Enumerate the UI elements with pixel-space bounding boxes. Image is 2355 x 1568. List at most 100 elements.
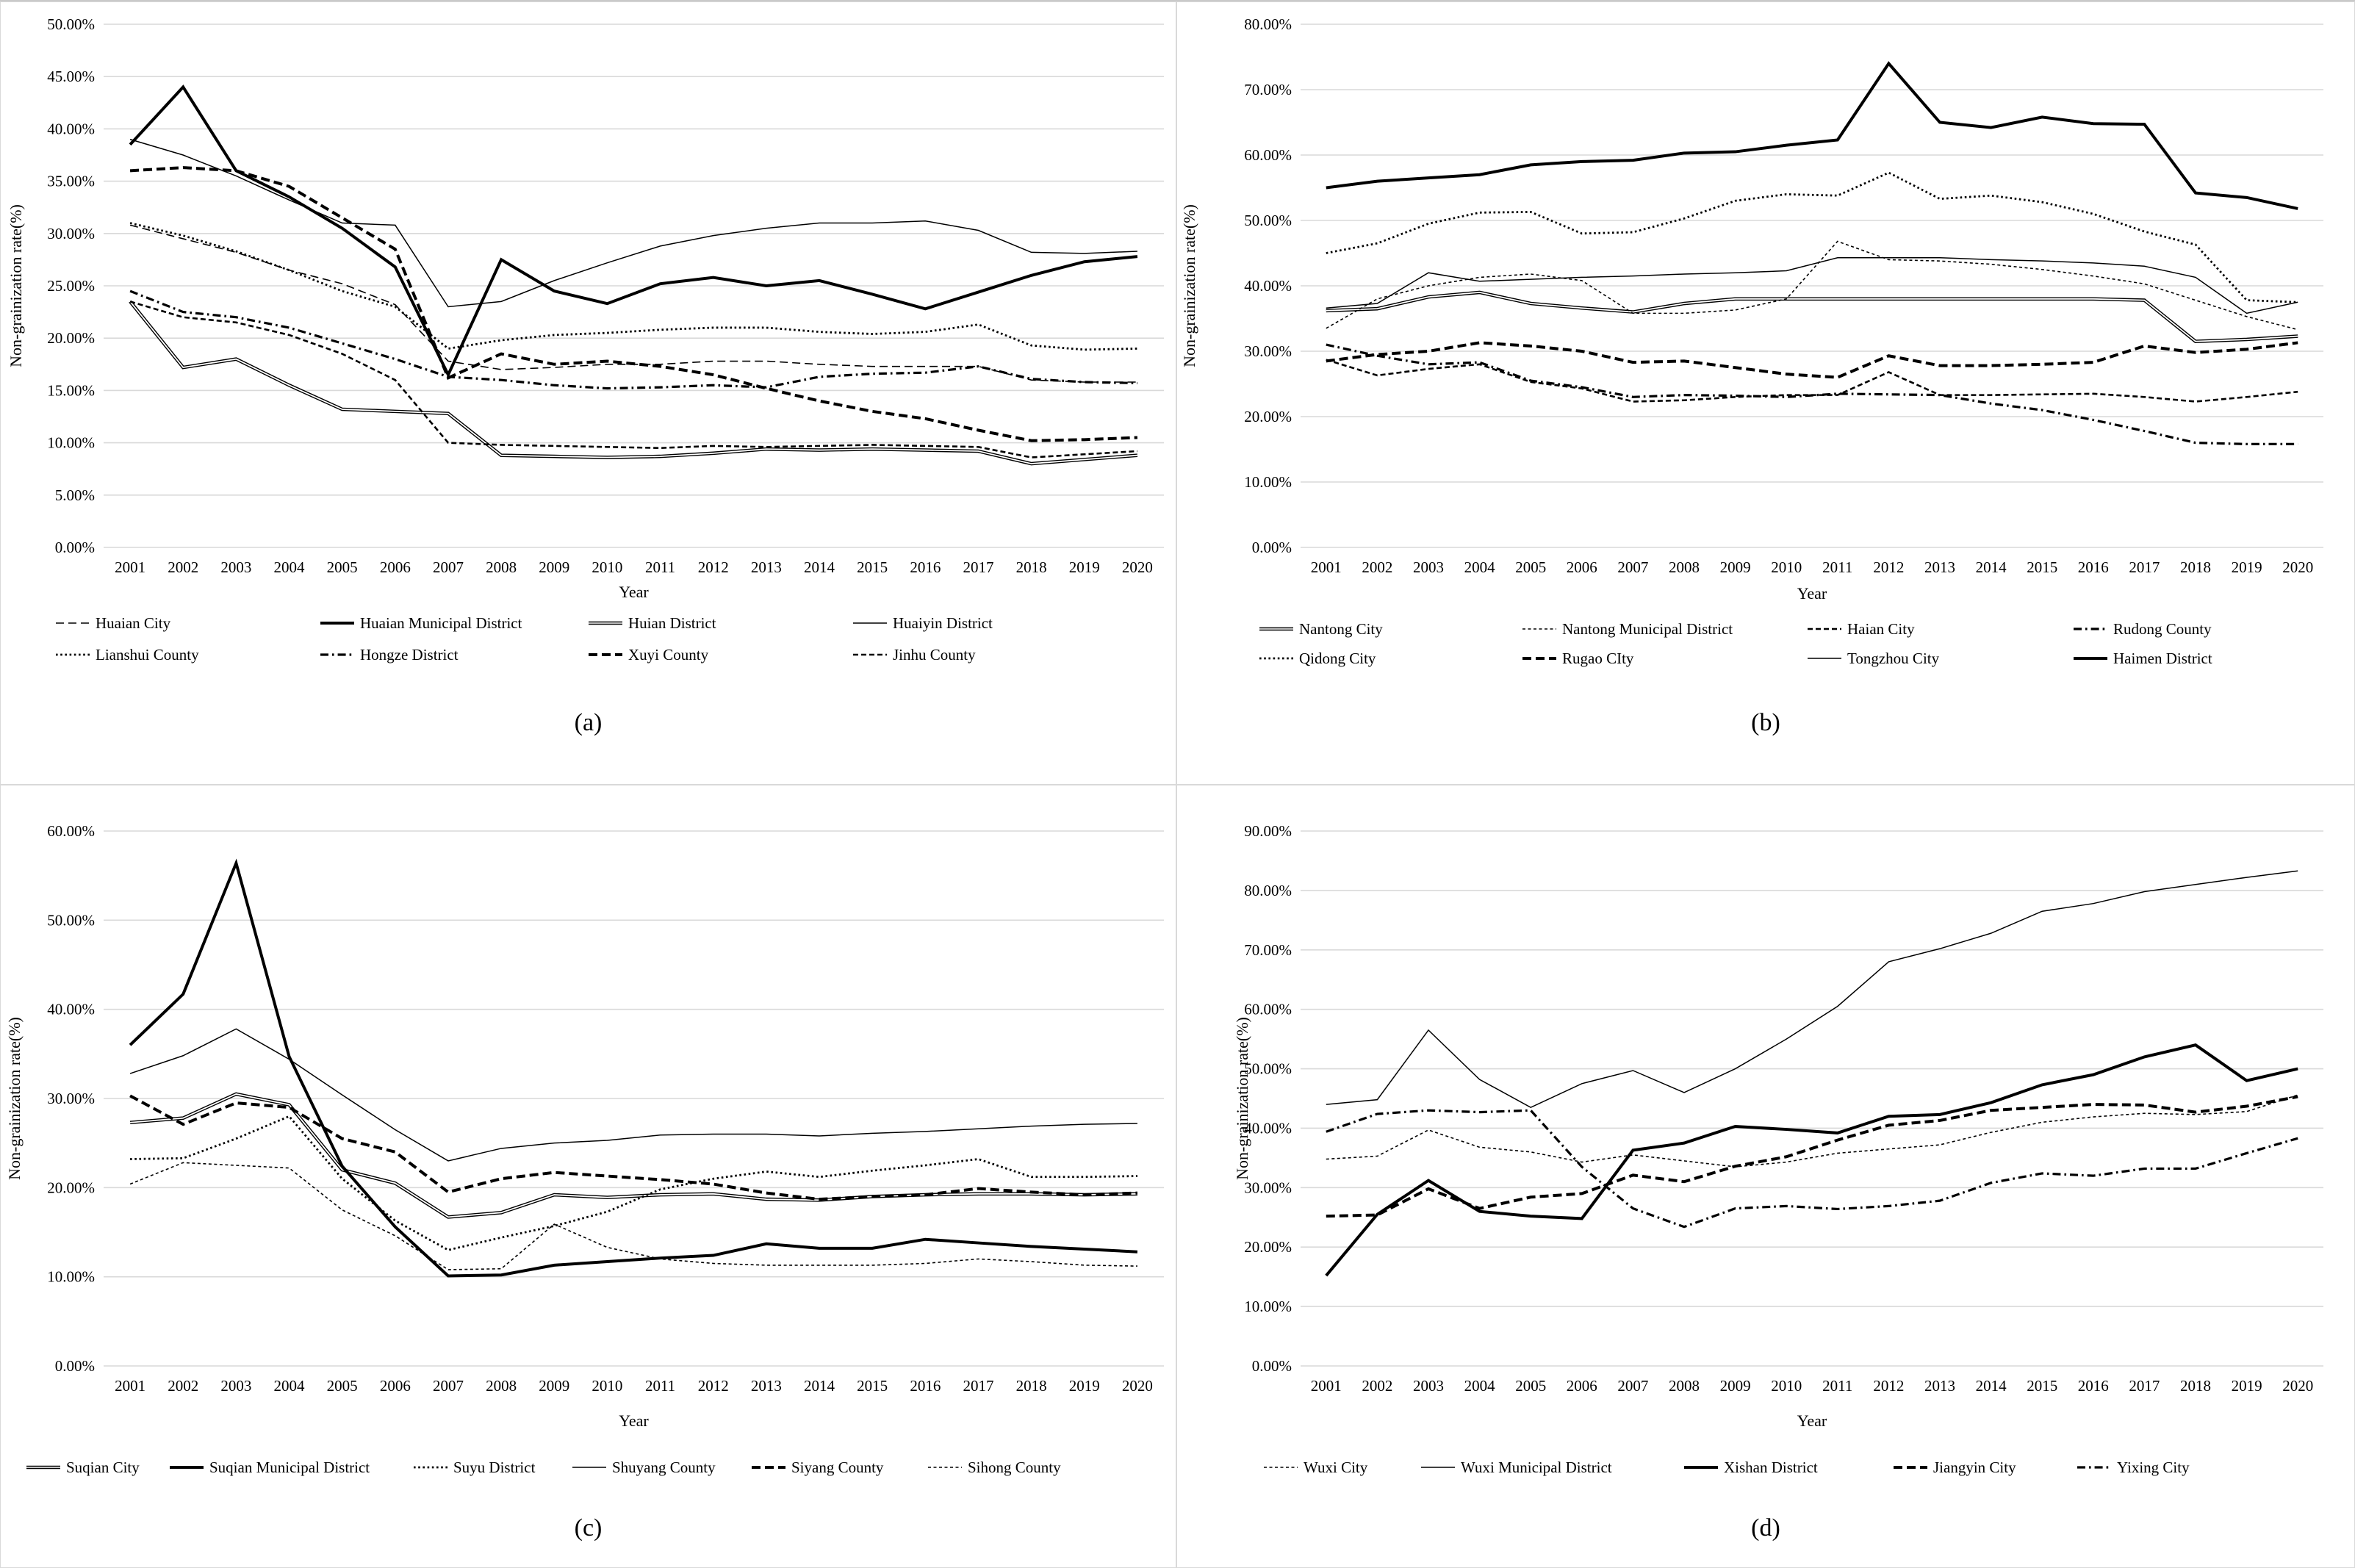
y-tick-label: 0.00% <box>55 1357 95 1375</box>
panel-b-nantong-chart: 0.00% 10.00% 20.00% 30.00% 40.00% 50.00% 60.00… <box>1176 1 2355 785</box>
legend-label: Huian District <box>628 614 716 632</box>
x-tick-label: 2020 <box>2282 1377 2313 1395</box>
y-tick-label: 50.00% <box>1244 1060 1292 1078</box>
y-tick-label: 30.00% <box>47 225 95 242</box>
y-tick-label: 50.00% <box>47 15 95 33</box>
x-tick-label: 2005 <box>327 558 358 576</box>
legend-label: Huaian City <box>96 614 171 632</box>
x-tick-label: 2015 <box>857 558 888 576</box>
gridlines <box>1301 24 2323 548</box>
legend-label: Nantong City <box>1299 620 1383 638</box>
series-haimen-district <box>1326 61 2298 210</box>
x-tick-label: 2018 <box>1016 1377 1047 1395</box>
x-tick-label: 2010 <box>1771 1377 1802 1395</box>
y-tick-label: 50.00% <box>1244 212 1292 229</box>
legend-item: Haian City <box>1808 620 1915 638</box>
x-tick-label: 2001 <box>1311 558 1342 576</box>
legend-item: Xishan District <box>1684 1459 1818 1476</box>
x-tick-label: 2016 <box>2078 558 2109 576</box>
series-nantong-city-inner <box>1326 291 2298 342</box>
panel-a-caption: (a) <box>574 709 603 736</box>
y-tick-label: 70.00% <box>1244 81 1292 98</box>
series-huaiyin-district <box>129 138 1137 308</box>
legend-label: Lianshui County <box>96 646 199 663</box>
y-tick-label: 5.00% <box>55 486 95 504</box>
legend-label: Xishan District <box>1724 1459 1818 1476</box>
y-tick-label: 40.00% <box>1244 277 1292 295</box>
x-tick-label: 2018 <box>1016 558 1047 576</box>
legend-item: Haimen District <box>2074 650 2212 667</box>
legend-label: Siyang County <box>791 1459 884 1476</box>
y-tick-label: 0.00% <box>1252 539 1292 556</box>
legend-item: Nantong Municipal District <box>1522 620 1733 638</box>
series-huaian-municipal-district <box>129 84 1138 378</box>
legend-label: Qidong City <box>1299 650 1376 667</box>
x-tick-label: 2014 <box>1976 1377 2007 1395</box>
panel-c-suqian-chart: 0.00% 10.00% 20.00% 30.00% 40.00% 50.00% 60.00… <box>0 785 1176 1568</box>
legend-item: Yixing City <box>2077 1459 2190 1476</box>
series-suqian-city <box>129 1092 1137 1219</box>
x-tick-label: 2007 <box>1617 558 1648 576</box>
y-axis-title: Non-grainization rate(%) <box>7 204 25 367</box>
panel-d-wuxi-chart: 0.00% 10.00% 20.00% 30.00% 40.00% 50.00% 60.00… <box>1176 785 2355 1568</box>
y-tick-label: 80.00% <box>1244 882 1292 899</box>
series-suqian-city-inner <box>129 1093 1137 1218</box>
series-jiangyin-city <box>1326 1095 2298 1218</box>
legend: Suqian City Suqian Municipal District Suyu… <box>26 1459 1061 1476</box>
legend-item: Suyu District <box>414 1459 536 1476</box>
x-tick-label: 2004 <box>274 558 306 576</box>
legend-label: Haian City <box>1847 620 1915 638</box>
x-tick-label: 2001 <box>115 1377 145 1395</box>
series-lines <box>129 84 1138 466</box>
series-lines <box>1325 870 2298 1277</box>
y-tick-label: 0.00% <box>1252 1357 1292 1375</box>
x-tick-label: 2019 <box>1069 558 1100 576</box>
y-tick-label: 45.00% <box>47 68 95 85</box>
x-tick-label: 2007 <box>433 1377 464 1395</box>
x-tick-label: 2013 <box>1924 1377 1955 1395</box>
x-tick-label: 2019 <box>1069 1377 1100 1395</box>
x-tick-label: 2018 <box>2180 558 2211 576</box>
legend-label: Suqian City <box>66 1459 140 1476</box>
x-axis-title: Year <box>619 583 649 601</box>
y-axis-tick-labels: 0.00% 10.00% 20.00% 30.00% 40.00% 50.00% 60.00… <box>47 822 95 1375</box>
x-tick-label: 2005 <box>1515 558 1546 576</box>
x-tick-label: 2009 <box>539 558 569 576</box>
legend: Huaian City Huaian Municipal District Huia… <box>56 614 993 663</box>
y-tick-label: 10.00% <box>47 434 95 452</box>
y-tick-label: 10.00% <box>1244 473 1292 491</box>
y-tick-label: 40.00% <box>47 120 95 137</box>
x-tick-label: 2003 <box>220 1377 251 1395</box>
y-tick-label: 40.00% <box>47 1001 95 1018</box>
legend-label: Jinhu County <box>893 646 976 663</box>
legend-label: Huaiyin District <box>893 614 993 632</box>
series-huaian-city <box>129 224 1137 383</box>
x-tick-label: 2002 <box>168 558 198 576</box>
legend-item: Wuxi City <box>1264 1459 1368 1476</box>
y-tick-label: 60.00% <box>1244 1001 1292 1018</box>
series-siyang-county <box>129 1094 1137 1201</box>
x-axis-title: Year <box>619 1411 649 1430</box>
x-tick-label: 2011 <box>645 1377 675 1395</box>
x-axis-tick-labels: 2001 2002 2003 2004 2005 2006 2007 2008 2009 2010… <box>115 1377 1153 1395</box>
legend-item: Nantong City <box>1259 620 1383 638</box>
legend-label: Shuyang County <box>612 1459 716 1476</box>
legend-label: Sihong County <box>968 1459 1061 1476</box>
legend: Wuxi City Wuxi Municipal District Xishan D… <box>1264 1459 2190 1476</box>
nantong-line-chart: 0.00% 10.00% 20.00% 30.00% 40.00% 50.00% 60.00… <box>1180 15 2323 667</box>
panel-a-huaian-chart: 0.00% 5.00% 10.00% 15.00% 20.00% 25.00% 30.00%… <box>0 1 1176 785</box>
x-tick-label: 2017 <box>963 1377 993 1395</box>
series-nantong-municipal-district <box>1326 240 2298 331</box>
y-tick-label: 20.00% <box>1244 408 1292 425</box>
y-axis-tick-labels: 0.00% 10.00% 20.00% 30.00% 40.00% 50.00% 60.00… <box>1244 822 1292 1375</box>
x-tick-label: 2009 <box>539 1377 569 1395</box>
series-tongzhou-city <box>1326 256 2298 314</box>
y-tick-label: 30.00% <box>47 1090 95 1107</box>
series-nantong-city <box>1326 290 2298 343</box>
x-tick-label: 2004 <box>274 1377 306 1395</box>
x-tick-label: 2016 <box>910 558 941 576</box>
x-tick-label: 2014 <box>1976 558 2007 576</box>
y-axis-title: Non-grainization rate(%) <box>1180 204 1198 367</box>
series-sihong-county <box>129 1162 1137 1270</box>
y-tick-label: 20.00% <box>47 1179 95 1196</box>
